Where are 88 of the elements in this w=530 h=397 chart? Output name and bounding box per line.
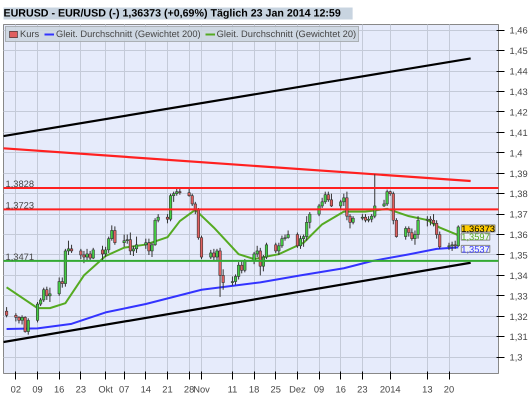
y-tick-label: 1,31 [510, 332, 528, 342]
x-tick-label: Nov [193, 384, 210, 394]
y-tick-label: 1,37 [510, 210, 528, 220]
y-tick-label: 1,36 [510, 230, 528, 240]
y-tick-label: 1,33 [510, 291, 528, 302]
x-tick-label: 25 [270, 384, 281, 394]
x-tick-label: Okt [98, 384, 114, 394]
x-tick-label: 16 [54, 384, 64, 394]
x-tick-label: 18 [248, 384, 260, 394]
candlestick [36, 301, 40, 323]
x-tick-label: 23 [76, 384, 86, 394]
candlestick [330, 193, 333, 208]
candlestick [24, 316, 27, 334]
y-tick-label: 1,39 [510, 168, 528, 179]
y-tick-label: 1,38 [510, 189, 528, 200]
candlestick [144, 238, 148, 250]
candlestick [5, 306, 8, 318]
candlestick [240, 260, 244, 274]
candlestick [404, 226, 408, 240]
candlestick [100, 245, 104, 261]
candlestick [298, 235, 302, 250]
y-tick-label: 1,3 [510, 352, 522, 363]
x-tick-label: 16 [336, 384, 346, 394]
y-tick-label: 1,42 [510, 107, 528, 118]
candlestick [258, 247, 262, 276]
candlestick [209, 249, 212, 260]
x-tick-label: 02 [10, 384, 22, 394]
candlestick [147, 238, 150, 256]
x-tick-label: Dez [289, 384, 306, 394]
y-tick-label: 1,44 [510, 66, 528, 77]
candlestick [237, 262, 240, 280]
y-tick-label: 1,43 [510, 87, 528, 98]
candlestick [324, 191, 327, 204]
candlestick [113, 226, 116, 246]
y-tick-label: 1,41 [510, 128, 528, 138]
x-tick-label: 28 [184, 384, 194, 394]
legend-label: Gleit. Durchschnitt (Gewichtet 200) [56, 29, 201, 39]
candlestick [456, 224, 460, 248]
candlestick [274, 242, 278, 254]
chart-title: EURUSD - EUR/USD (-) 1,36373 (+0,69%) Täglich 23 Jan 2014 12:59 [4, 8, 341, 20]
candlestick [58, 276, 61, 296]
candlestick [373, 174, 376, 219]
y-tick-label: 1,32 [510, 312, 528, 322]
candlestick [450, 241, 454, 252]
y-tick-label: 1,45 [510, 46, 528, 56]
candlestick [212, 248, 216, 262]
candlestick [85, 248, 89, 262]
y-tick-label: 1,35 [510, 250, 528, 260]
candlestick [128, 232, 132, 256]
candlestick [407, 226, 410, 238]
annotation: 1,36373 [461, 224, 496, 234]
y-tick-label: 1,34 [510, 270, 528, 281]
line-series [6, 246, 460, 330]
candlestick [134, 236, 138, 254]
x-tick-label: 09 [32, 384, 43, 394]
x-tick-label: 23 [357, 384, 368, 394]
y-tick-label: 1,46 [510, 26, 528, 36]
candlestick [79, 248, 82, 260]
candlestick [82, 250, 86, 264]
candlestick [26, 318, 30, 336]
legend-label: Kurs [20, 29, 40, 39]
candlestick [45, 286, 48, 300]
candlestick [48, 287, 52, 302]
candlestick [92, 247, 95, 260]
candlestick [42, 287, 46, 302]
candlestick [426, 216, 429, 227]
candlestick [428, 216, 432, 226]
annotation: 1,3597 [461, 232, 490, 242]
y-tick-label: 1,4 [510, 148, 522, 158]
x-tick-label: 11 [228, 384, 238, 394]
x-tick-label: 07 [118, 384, 130, 394]
x-tick-label: 20 [444, 384, 454, 394]
candlestick [122, 234, 126, 248]
candlestick [230, 276, 234, 286]
x-tick-label: 09 [314, 384, 324, 394]
ref-line-label: 1,3828 [6, 178, 34, 189]
legend-label: Gleit. Durchschnitt (Gewichtet 20) [216, 29, 356, 39]
x-tick-label: 21 [162, 384, 173, 394]
candlestick [410, 228, 414, 242]
x-tick-label: 14 [140, 384, 152, 394]
candlestick [296, 232, 299, 248]
ref-line-label: 1,3471 [6, 252, 34, 262]
candlestick [386, 189, 389, 206]
x-tick-label: 13 [422, 384, 433, 394]
annotation: 1,3537 [461, 244, 490, 254]
ref-line-label: 1,3723 [6, 200, 34, 210]
x-tick-label: 2014 [380, 384, 401, 394]
candlestick [88, 250, 92, 262]
